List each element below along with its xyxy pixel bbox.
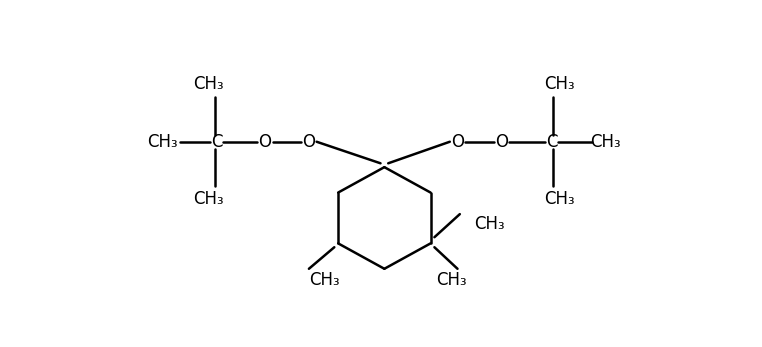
Text: CH₃: CH₃ — [544, 191, 575, 209]
Text: O: O — [303, 133, 315, 151]
Text: CH₃: CH₃ — [147, 133, 178, 151]
Text: CH₃: CH₃ — [544, 75, 575, 93]
Text: CH₃: CH₃ — [194, 75, 224, 93]
Text: C: C — [211, 133, 223, 151]
Text: CH₃: CH₃ — [309, 271, 340, 289]
Text: O: O — [451, 133, 464, 151]
Text: CH₃: CH₃ — [436, 271, 466, 289]
Text: O: O — [258, 133, 271, 151]
Text: CH₃: CH₃ — [590, 133, 621, 151]
Text: CH₃: CH₃ — [475, 215, 505, 233]
Text: O: O — [495, 133, 508, 151]
Text: C: C — [546, 133, 557, 151]
Text: CH₃: CH₃ — [194, 191, 224, 209]
